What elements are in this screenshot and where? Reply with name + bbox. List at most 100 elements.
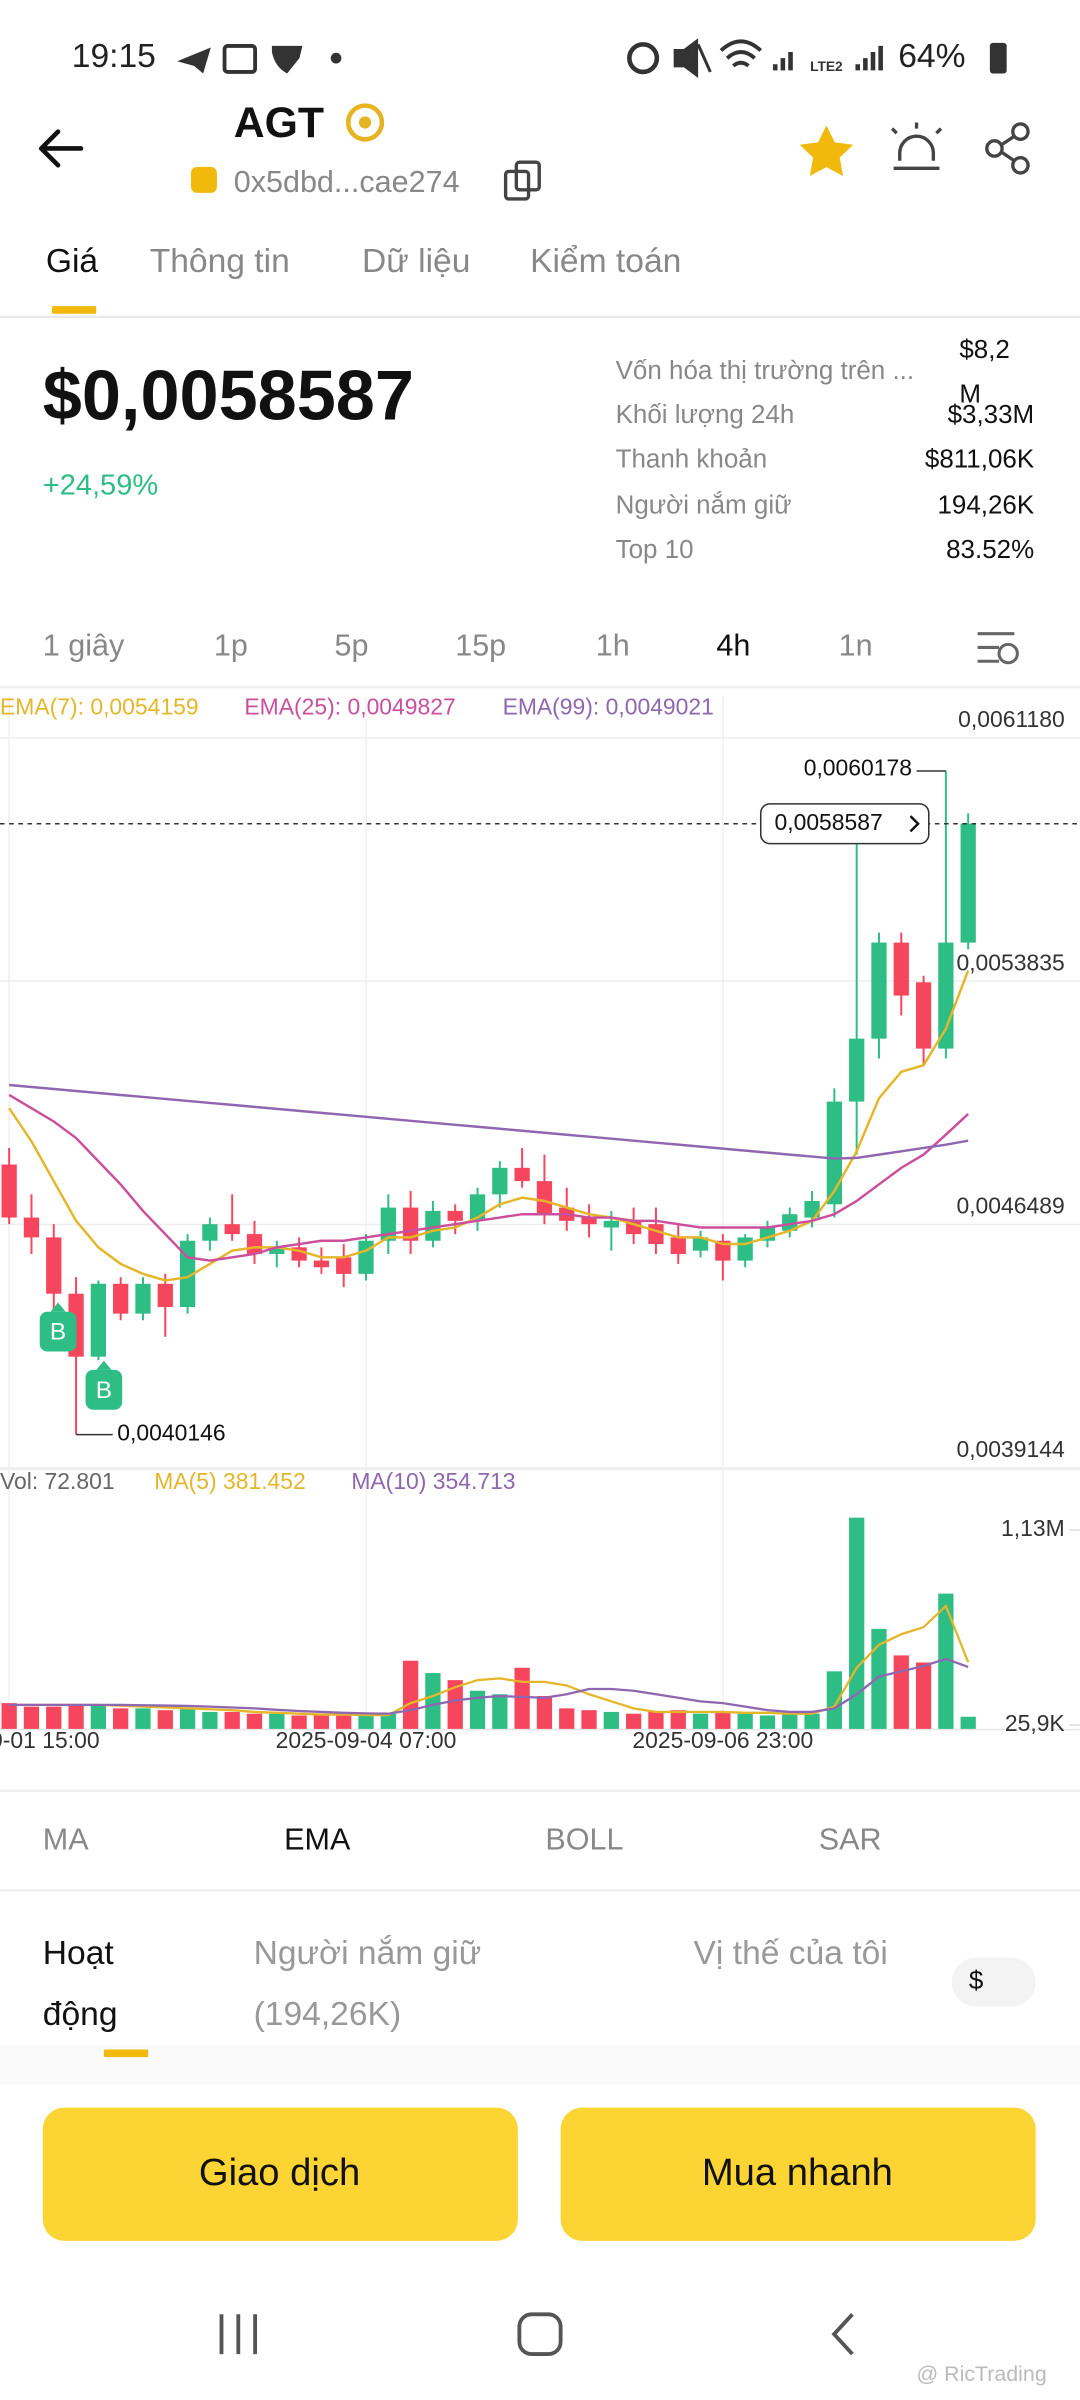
calendar-icon xyxy=(222,44,258,74)
battery-icon xyxy=(989,42,1007,74)
activity-tab[interactable]: Người nắm giữ (194,26K) xyxy=(253,1933,482,2033)
candle-body xyxy=(113,1283,129,1314)
tab[interactable]: Dữ liệu xyxy=(362,243,470,280)
stats-panel: Vốn hóa thị trường trên ... $8,2 M Khối lư… xyxy=(616,335,1035,564)
back-button[interactable] xyxy=(38,129,84,168)
share-node xyxy=(1011,155,1030,175)
volume-bar xyxy=(224,1711,240,1730)
interval[interactable]: 15p xyxy=(455,629,506,663)
candle-body xyxy=(938,942,954,1049)
candle-body xyxy=(135,1283,151,1314)
candle-body xyxy=(202,1224,218,1241)
candle-body xyxy=(1,1164,17,1218)
copy-button[interactable] xyxy=(503,160,541,201)
volume-bar xyxy=(648,1711,664,1730)
mute-icon xyxy=(673,38,712,79)
interval[interactable]: 1h xyxy=(596,629,630,663)
wifi-icon xyxy=(719,39,763,68)
candle-body xyxy=(514,1167,530,1182)
share-node xyxy=(1011,122,1030,141)
last-price-label: 0,0058587 xyxy=(774,809,882,835)
watermark: @ RicTrading xyxy=(917,2362,1047,2386)
chart-settings-button[interactable] xyxy=(977,632,1019,665)
currency-toggle[interactable] xyxy=(951,1957,1036,2007)
candle-body xyxy=(782,1214,798,1231)
nav-back[interactable] xyxy=(831,2312,854,2356)
verified-icon-dot xyxy=(358,116,372,129)
interval-active[interactable]: 4h xyxy=(716,629,750,663)
interval[interactable]: 5p xyxy=(335,629,369,663)
candle-body xyxy=(46,1237,62,1294)
chain-icon xyxy=(190,166,217,193)
buy-marker: B xyxy=(39,1302,77,1352)
activity-tab-frame: Người nắm giữ (194,26K) xyxy=(253,1933,482,2033)
last-price-box xyxy=(759,803,930,845)
buy-marker-pointer xyxy=(96,1360,112,1370)
price-alert-button[interactable] xyxy=(890,122,943,171)
indicator-tab[interactable]: MA xyxy=(43,1822,89,1856)
candle-body xyxy=(536,1181,553,1215)
stat-label: Vốn hóa thị trường trên ... xyxy=(616,355,914,385)
volume-bar xyxy=(782,1713,798,1730)
favorite-star[interactable] xyxy=(799,125,854,177)
candle-body xyxy=(603,1220,619,1228)
volume-ma-line xyxy=(9,1603,970,1717)
stat-value: 83.52% xyxy=(946,534,1034,564)
volume-bar xyxy=(536,1696,553,1730)
interval[interactable]: 1n xyxy=(839,629,873,663)
share-edges xyxy=(999,134,1016,163)
volume-bar xyxy=(893,1655,909,1730)
volume-bar xyxy=(380,1713,396,1730)
candle-body xyxy=(358,1240,374,1274)
candle-body xyxy=(804,1200,820,1218)
candle-body xyxy=(915,982,932,1049)
legend-entry: EMA(25): 0,0049827 xyxy=(244,694,455,720)
volume-bar xyxy=(514,1667,530,1730)
buy-marker-label: B xyxy=(50,1319,66,1346)
candle-body xyxy=(269,1247,285,1254)
candle-body xyxy=(581,1217,597,1225)
candle-body xyxy=(715,1240,731,1261)
tab[interactable]: Kiểm toán xyxy=(530,243,681,280)
volume-bar xyxy=(135,1708,151,1730)
volume-bar xyxy=(291,1715,307,1730)
status-icons: LTE2 xyxy=(177,38,883,79)
volume-bar xyxy=(46,1706,62,1730)
volume-ma-line xyxy=(9,1657,969,1715)
interval[interactable]: 1p xyxy=(214,629,248,663)
y-tick-label: 0,0039144 xyxy=(956,1436,1064,1462)
price-chart: 2025-09-01 15:00 2025-09-04 07:00 2025-09-… xyxy=(0,694,1080,1753)
candle-body xyxy=(157,1283,173,1307)
x-tick-label: 2025-09-01 15:00 xyxy=(0,1727,100,1753)
tab-indicator xyxy=(51,306,97,314)
volume-bar xyxy=(670,1710,686,1730)
tab[interactable]: Thông tin xyxy=(150,243,290,280)
buy-marker-box xyxy=(39,1311,77,1352)
candle-body xyxy=(670,1237,686,1254)
indicator-tab[interactable]: SAR xyxy=(819,1822,882,1856)
volume-bar xyxy=(626,1713,642,1730)
x-tick-label: 2025-09-04 07:00 xyxy=(276,1727,457,1753)
volume-bar xyxy=(826,1671,843,1730)
trade-button[interactable] xyxy=(42,2107,518,2241)
tab-indicator xyxy=(103,2049,149,2058)
volume-legend-entry: MA(5) 381.452 xyxy=(154,1468,305,1494)
indicator-tab-active[interactable]: EMA xyxy=(284,1822,351,1856)
indicator-tab[interactable]: BOLL xyxy=(545,1822,623,1856)
nav-recents[interactable] xyxy=(219,2314,258,2355)
activity-tab-active[interactable]: Hoạt động xyxy=(42,1933,118,2033)
share-button[interactable] xyxy=(985,122,1030,175)
activity-tab-frame: Vị thế của tôi xyxy=(693,1933,888,1972)
volume-tick-label: 25,9K xyxy=(1005,1710,1066,1736)
quick-buy-button[interactable] xyxy=(560,2107,1036,2241)
nav-home[interactable] xyxy=(517,2312,563,2356)
interval[interactable]: 1 giây xyxy=(43,629,125,663)
tab-active[interactable]: Giá xyxy=(46,243,99,280)
volume-bar xyxy=(425,1673,441,1730)
stat-value: $811,06K xyxy=(925,444,1035,474)
volume-bar xyxy=(402,1660,419,1730)
volume-legend: Vol: 72.801 xyxy=(0,1468,115,1494)
quick-buy-button-label: Mua nhanh xyxy=(702,2151,893,2194)
activity-tab[interactable]: Vị thế của tôi xyxy=(693,1933,888,1972)
